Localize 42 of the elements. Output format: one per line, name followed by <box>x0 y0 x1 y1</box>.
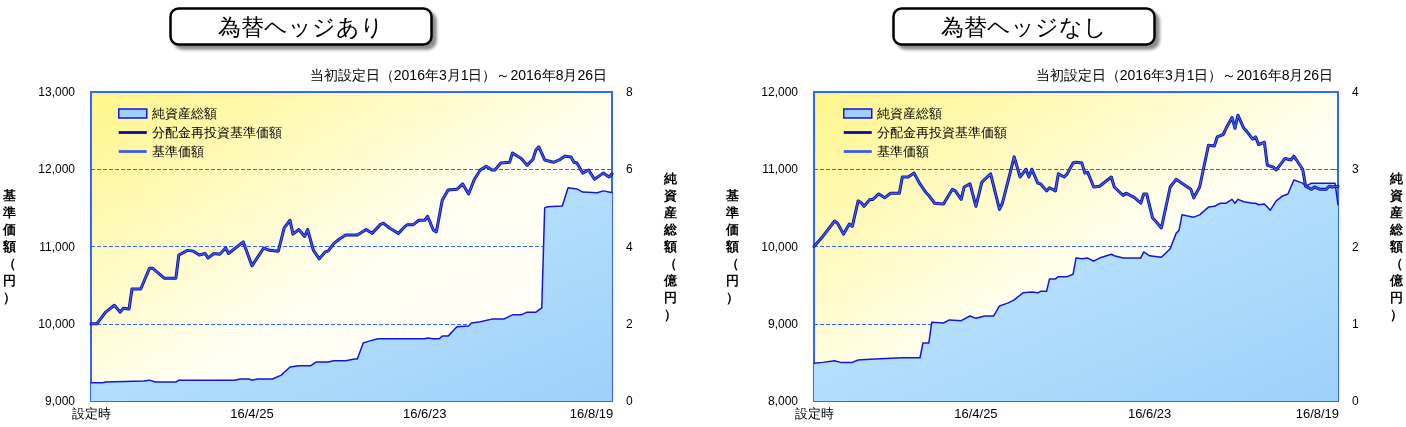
y-tick-label: 13,000 <box>38 85 76 99</box>
x-tick-label: 16/4/25 <box>954 406 998 421</box>
chart-subtitle: 当初設定日（2016年3月1日）～2016年8月26日 <box>309 67 608 83</box>
y2-tick-label: 4 <box>1352 85 1359 99</box>
y-tick-label: 11,000 <box>39 239 76 254</box>
y2-tick-label: 0 <box>1352 394 1359 408</box>
y2-tick-label: 2 <box>626 316 633 331</box>
chart-subtitle: 当初設定日（2016年3月1日）～2016年8月26日 <box>1035 67 1334 83</box>
y-axis-title: 基準価額（円） <box>725 188 739 305</box>
legend-label: 基準価額 <box>151 144 204 159</box>
y-tick-label: 10,000 <box>38 316 76 331</box>
legend-label: 分配金再投資基準価額 <box>876 125 1007 140</box>
y-tick-label: 9,000 <box>767 316 799 331</box>
y-tick-label: 12,000 <box>761 85 799 99</box>
y2-tick-label: 8 <box>626 85 633 99</box>
text: 純資産総額（億円） <box>664 171 677 322</box>
y-axis-title: 基準価額（円） <box>2 188 16 305</box>
x-tick-label: 設定時 <box>71 406 111 421</box>
chart-title: 為替ヘッジなし <box>941 13 1107 40</box>
x-tick-label: 16/6/23 <box>1127 406 1172 421</box>
x-tick-label: 16/6/23 <box>402 406 447 421</box>
legend-label: 分配金再投資基準価額 <box>151 125 282 140</box>
y2-tick-label: 4 <box>626 239 633 254</box>
chart-title: 為替ヘッジあり <box>218 13 384 40</box>
y2-tick-label: 0 <box>626 394 633 408</box>
y2-tick-label: 2 <box>1352 239 1359 254</box>
text: 純資産総額（億円） <box>1390 171 1403 322</box>
legend-label: 基準価額 <box>876 144 929 159</box>
x-tick-label: 16/8/19 <box>1295 406 1340 421</box>
y2-tick-label: 1 <box>1352 316 1359 331</box>
y2-tick-label: 3 <box>1352 162 1359 177</box>
y-tick-label: 12,000 <box>38 162 76 177</box>
x-tick-label: 設定時 <box>794 406 834 421</box>
x-tick-label: 16/4/25 <box>230 406 274 421</box>
y-tick-label: 11,000 <box>762 162 799 177</box>
y-tick-label: 10,000 <box>761 239 799 254</box>
legend-label: 純資産総額 <box>876 106 942 121</box>
y2-tick-label: 6 <box>626 162 633 177</box>
legend-label: 純資産総額 <box>151 106 217 121</box>
y-tick-label: 9,000 <box>44 394 76 408</box>
y-tick-label: 8,000 <box>767 394 799 408</box>
x-tick-label: 16/8/19 <box>569 406 614 421</box>
